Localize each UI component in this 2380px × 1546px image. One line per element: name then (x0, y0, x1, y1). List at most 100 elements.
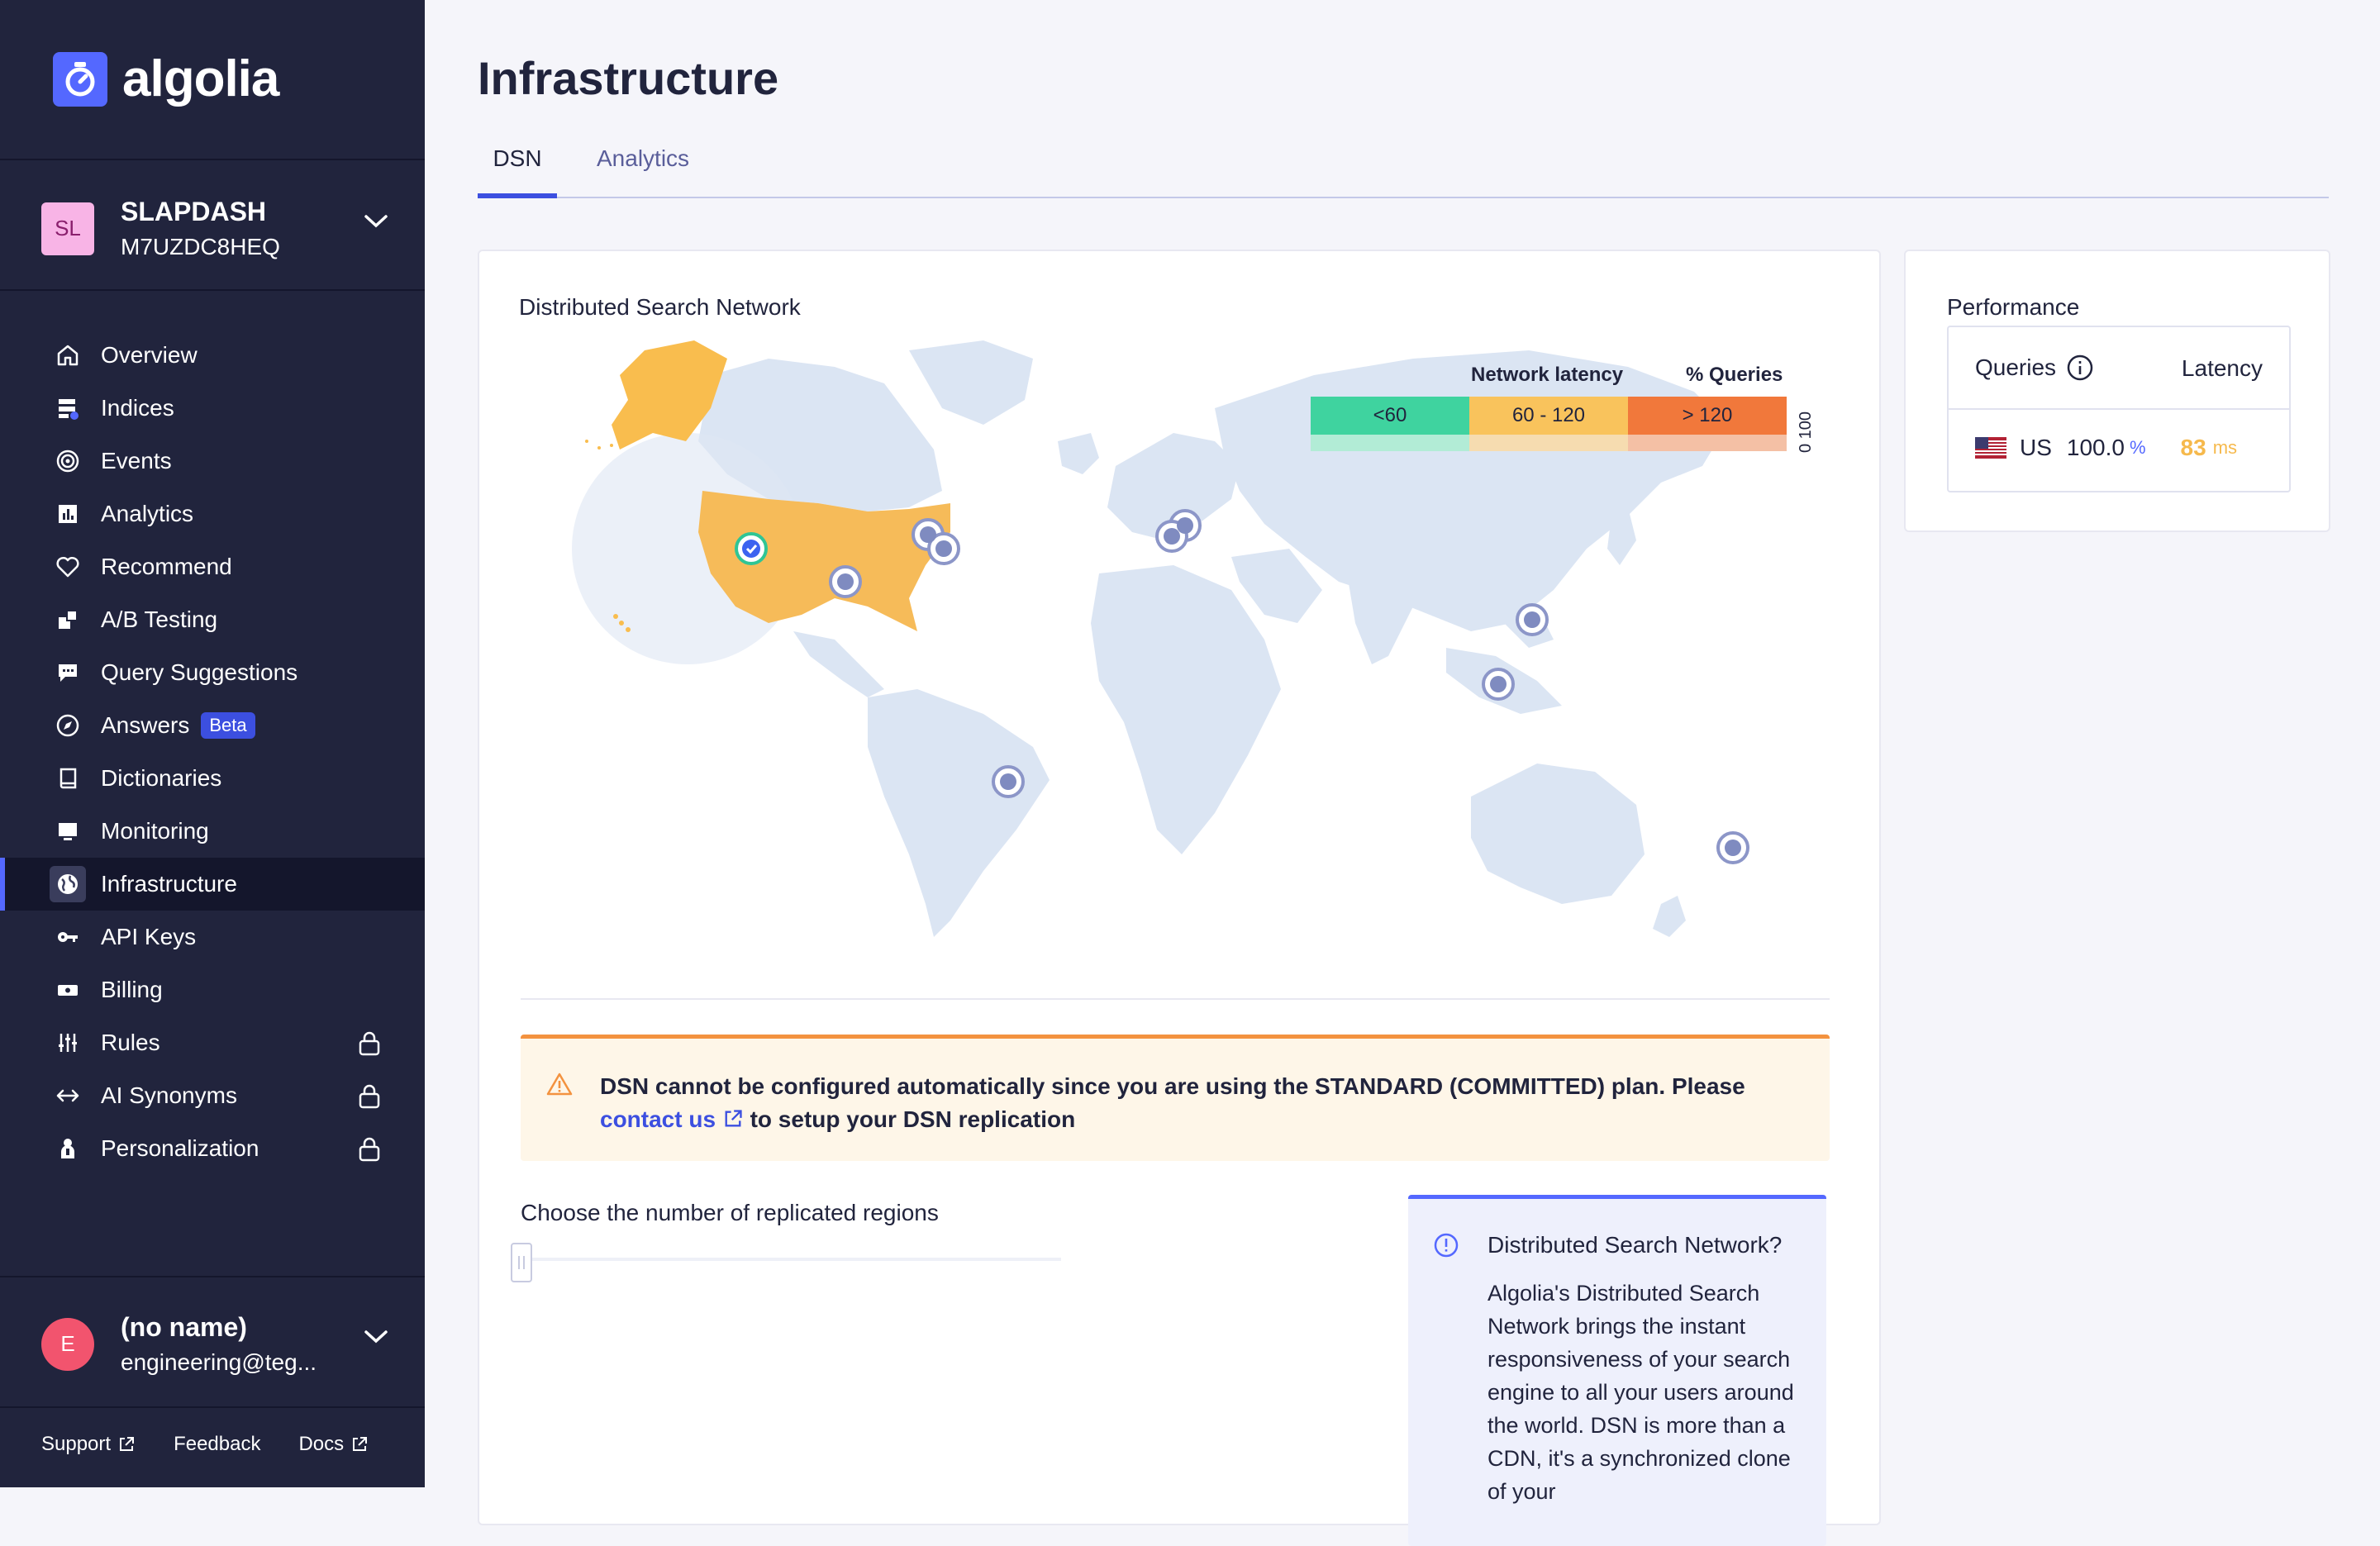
table-row: US 100.0 % 83 ms (1975, 435, 2237, 461)
docs-link[interactable]: Docs (298, 1433, 369, 1456)
alert-text-after: to setup your DSN replication (750, 1106, 1076, 1132)
sidebar-item-ai-synonyms[interactable]: AI Synonyms (0, 1069, 425, 1122)
dsn-card-title: Distributed Search Network (519, 294, 801, 320)
performance-title: Performance (1947, 294, 2080, 320)
sidebar-item-label: Analytics (101, 501, 194, 526)
sidebar-item-analytics[interactable]: Analytics (0, 488, 425, 540)
feedback-label: Feedback (174, 1433, 261, 1455)
tab-dsn[interactable]: DSN (478, 144, 557, 198)
user-name: (no name) (121, 1312, 247, 1342)
sidebar-item-dictionaries[interactable]: Dictionaries (0, 752, 425, 805)
us-flag-icon (1975, 437, 2006, 459)
contact-us-link[interactable]: contact us (600, 1106, 744, 1132)
sidebar-item-monitoring[interactable]: Monitoring (0, 805, 425, 858)
monitor-icon (55, 818, 81, 844)
legend-segment-label: 60 - 120 (1469, 397, 1628, 435)
legend-latency-label: Network latency (1471, 364, 1624, 386)
sidebar-item-label: Infrastructure (101, 871, 237, 897)
external-link-icon (353, 1437, 368, 1451)
info-icon (1433, 1232, 1459, 1263)
app-name: SLAPDASH (121, 197, 267, 226)
avatar: E (41, 1317, 94, 1371)
lock-icon (357, 1030, 382, 1062)
legend-segment-label: > 120 (1628, 397, 1787, 435)
user-email: engineering@teg... (121, 1349, 317, 1375)
chevron-down-icon[interactable] (364, 213, 388, 234)
regions-slider-track[interactable] (521, 1258, 1061, 1261)
chevron-down-icon[interactable] (364, 1329, 388, 1349)
tab-bar: DSN Analytics (478, 144, 2329, 198)
person-icon (55, 1135, 81, 1162)
book-icon (55, 765, 81, 792)
sidebar: algolia SL SLAPDASH M7UZDC8HEQ Overview … (0, 0, 425, 1487)
sidebar-item-label: Query Suggestions (101, 659, 298, 685)
column-header-latency: Latency (2181, 355, 2263, 381)
sidebar-item-label: API Keys (101, 924, 197, 949)
divider (0, 289, 425, 291)
sidebar-item-billing[interactable]: Billing (0, 963, 425, 1016)
support-link[interactable]: Support (41, 1433, 136, 1456)
legend-bar: <60 60 - 120 > 120 (1311, 397, 1787, 451)
main-content: Infrastructure DSN Analytics Distributed… (425, 0, 2380, 1546)
info-title: Distributed Search Network? (1488, 1232, 1783, 1258)
legend-segment-label: <60 (1311, 397, 1469, 435)
sidebar-item-ab-testing[interactable]: A/B Testing (0, 593, 425, 646)
chat-icon (55, 659, 81, 686)
analytics-icon (55, 501, 81, 527)
latency-value: 83 (2180, 435, 2206, 460)
globe-icon (50, 866, 86, 902)
algolia-logo[interactable]: algolia (53, 50, 279, 108)
column-header-queries: Queries (1975, 354, 2094, 382)
legend-queries-label: % Queries (1686, 364, 1783, 386)
events-icon (55, 448, 81, 474)
sidebar-item-label: Rules (101, 1030, 160, 1055)
sidebar-nav: Overview Indices Events Analytics Recomm… (0, 329, 425, 1175)
application-switcher[interactable]: SL SLAPDASH M7UZDC8HEQ (41, 197, 388, 260)
country-code: US (2020, 435, 2052, 460)
sidebar-item-answers[interactable]: Answers Beta (0, 699, 425, 752)
lock-icon (357, 1082, 382, 1115)
key-icon (55, 924, 81, 950)
sidebar-item-rules[interactable]: Rules (0, 1016, 425, 1069)
home-icon (55, 342, 81, 369)
info-icon[interactable] (2066, 354, 2094, 382)
docs-label: Docs (298, 1433, 345, 1455)
sidebar-item-recommend[interactable]: Recommend (0, 540, 425, 593)
regions-slider-handle[interactable] (511, 1243, 532, 1282)
info-body: Algolia's Distributed Search Network bri… (1488, 1281, 1794, 1504)
tab-analytics[interactable]: Analytics (597, 145, 690, 171)
alert-message: DSN cannot be configured automatically s… (600, 1070, 1806, 1136)
sidebar-item-label: Indices (101, 395, 174, 421)
sidebar-footer: Support Feedback Docs (41, 1433, 407, 1456)
ab-testing-icon (55, 607, 81, 633)
sidebar-item-api-keys[interactable]: API Keys (0, 911, 425, 963)
divider (0, 159, 425, 160)
sidebar-item-events[interactable]: Events (0, 435, 425, 488)
algolia-logo-icon (53, 51, 107, 107)
billing-icon (55, 977, 81, 1003)
user-menu[interactable]: E (no name) engineering@teg... (41, 1312, 388, 1376)
lock-icon (357, 1135, 382, 1168)
brand-name: algolia (122, 50, 279, 107)
sidebar-item-label: Events (101, 448, 172, 473)
app-avatar: SL (41, 202, 94, 255)
support-label: Support (41, 1433, 112, 1455)
sidebar-item-query-suggestions[interactable]: Query Suggestions (0, 646, 425, 699)
sidebar-item-indices[interactable]: Indices (0, 382, 425, 435)
plan-warning-alert: DSN cannot be configured automatically s… (521, 1035, 1830, 1161)
legend-axis: 0 100 (1797, 411, 1815, 453)
compass-icon (55, 712, 81, 739)
heart-icon (55, 554, 81, 580)
sidebar-item-overview[interactable]: Overview (0, 329, 425, 382)
sidebar-item-personalization[interactable]: Personalization (0, 1122, 425, 1175)
sidebar-item-infrastructure[interactable]: Infrastructure (0, 858, 425, 911)
divider (0, 1276, 425, 1277)
performance-table-header: Queries Latency (1949, 327, 2289, 410)
sidebar-item-label: Dictionaries (101, 765, 222, 791)
feedback-link[interactable]: Feedback (174, 1433, 260, 1456)
sidebar-item-label: A/B Testing (101, 607, 218, 632)
external-link-icon (725, 1110, 742, 1127)
dsn-info-box: Distributed Search Network? Algolia's Di… (1408, 1195, 1826, 1546)
contact-us-label: contact us (600, 1106, 716, 1132)
